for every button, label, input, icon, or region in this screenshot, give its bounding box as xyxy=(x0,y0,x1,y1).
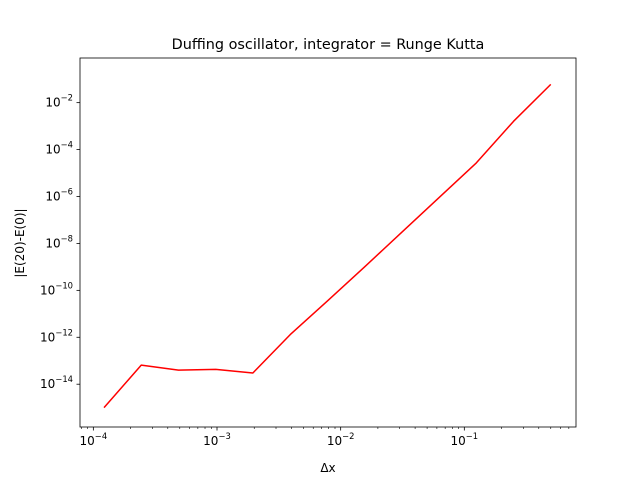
axes-frame xyxy=(79,57,577,428)
y-tick-label: 10−4 xyxy=(45,140,73,157)
y-tick-label: 10−2 xyxy=(45,93,73,110)
y-tick-label-base: 10 xyxy=(45,190,60,204)
x-tick-label-base: 10 xyxy=(80,434,95,448)
x-tick-label-exponent: −2 xyxy=(342,431,354,441)
x-tick-label: 10−2 xyxy=(327,431,355,448)
x-tick-label-base: 10 xyxy=(451,434,466,448)
y-tick-label: 10−14 xyxy=(40,374,73,391)
y-tick-label: 10−12 xyxy=(40,327,73,344)
y-tick-label-base: 10 xyxy=(40,377,55,391)
y-tick-label-exponent: −8 xyxy=(61,233,73,243)
y-tick-label-exponent: −10 xyxy=(55,280,73,290)
data-point xyxy=(476,162,478,164)
x-tick-label-base: 10 xyxy=(327,434,342,448)
x-tick-label-exponent: −3 xyxy=(218,431,230,441)
data-point xyxy=(364,266,366,268)
x-tick-label-exponent: −4 xyxy=(95,431,107,441)
x-axis-label: Δx xyxy=(320,461,335,475)
data-point xyxy=(438,197,440,199)
x-tick-label: 10−3 xyxy=(203,431,231,448)
plot-area: 10−4 10−3 10−2 10−1 10−1410−1210−1010−810−6… xyxy=(40,57,577,448)
y-tick-label-exponent: −4 xyxy=(61,140,73,150)
data-point xyxy=(178,369,180,371)
data-point xyxy=(140,364,142,366)
data-point xyxy=(327,300,329,302)
x-tick-label: 10−4 xyxy=(80,431,108,448)
y-tick-label-exponent: −6 xyxy=(61,187,73,197)
y-tick-label-exponent: −14 xyxy=(55,374,73,384)
data-point xyxy=(103,407,105,409)
x-tick-label-base: 10 xyxy=(203,434,218,448)
data-point xyxy=(252,372,254,374)
data-point xyxy=(513,121,515,123)
y-axis-label: |E(20)-E(0)| xyxy=(13,208,27,277)
data-point xyxy=(550,84,552,86)
y-tick-label-base: 10 xyxy=(45,143,60,157)
y-tick-label: 10−10 xyxy=(40,280,73,297)
y-tick-label-base: 10 xyxy=(40,283,55,297)
data-point xyxy=(289,334,291,336)
chart-title: Duffing oscillator, integrator = Runge K… xyxy=(172,37,485,53)
series-line xyxy=(103,83,552,409)
y-tick-label-base: 10 xyxy=(45,96,60,110)
x-tick-label: 10−1 xyxy=(451,431,479,448)
y-tick-label: 10−8 xyxy=(45,233,73,250)
y-tick-label-base: 10 xyxy=(40,330,55,344)
y-tick-label-exponent: −2 xyxy=(61,93,73,103)
data-point xyxy=(401,231,403,233)
data-point xyxy=(215,369,217,371)
y-tick-label: 10−6 xyxy=(45,187,73,204)
y-tick-label-base: 10 xyxy=(45,236,60,250)
x-tick-label-exponent: −1 xyxy=(466,431,478,441)
y-tick-label-exponent: −12 xyxy=(55,327,73,337)
x-axis-ticks: 10−4 10−3 10−2 10−1 xyxy=(80,427,479,448)
